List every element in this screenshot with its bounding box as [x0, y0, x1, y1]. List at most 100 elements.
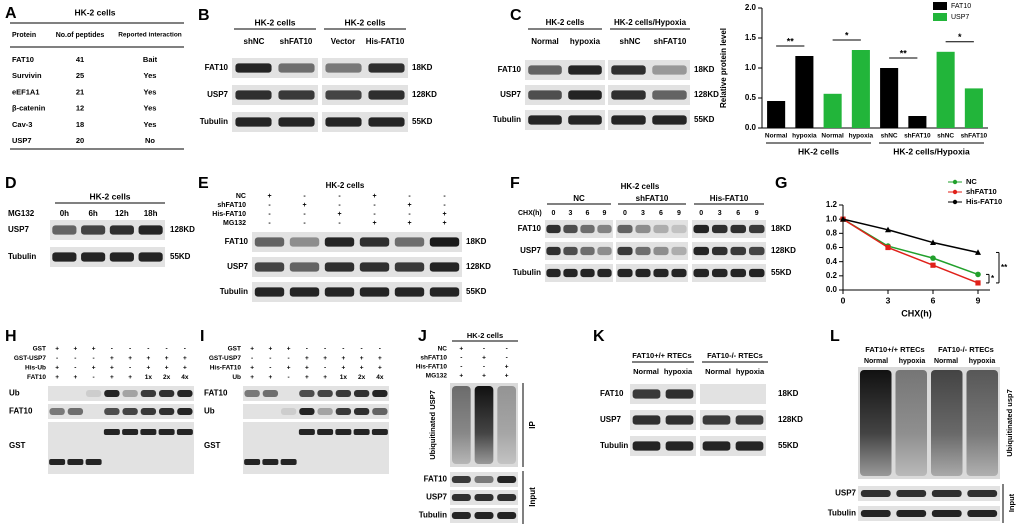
- label: FAT10: [205, 63, 229, 72]
- blot-band: [335, 429, 352, 435]
- label: 18KD: [778, 389, 799, 398]
- label: 55KD: [170, 252, 191, 261]
- line: [842, 218, 979, 284]
- label: -: [483, 364, 485, 371]
- legend-swatch: [933, 2, 947, 10]
- label: Normal: [531, 37, 559, 46]
- label: NC: [438, 346, 448, 353]
- label: +: [92, 365, 96, 372]
- label: MG132: [426, 373, 448, 380]
- label: Ub: [9, 389, 20, 398]
- panel-letter: F: [510, 175, 520, 192]
- blot-band: [451, 494, 471, 501]
- label: +: [287, 346, 291, 353]
- blot-band: [85, 390, 102, 397]
- label: His-FAT10: [966, 197, 1002, 206]
- blot-band: [235, 63, 272, 73]
- label: 12h: [115, 209, 129, 218]
- blot-band: [671, 246, 687, 256]
- label: USP7: [600, 415, 621, 424]
- blot-band: [158, 429, 175, 435]
- label: Tubulin: [200, 117, 228, 126]
- ub-smear: [966, 370, 998, 476]
- blot-band: [580, 268, 595, 278]
- blot-band: [497, 476, 517, 483]
- label: Tubulin: [419, 511, 447, 520]
- blot-band: [580, 246, 595, 256]
- blot-band: [104, 390, 120, 397]
- label: +: [378, 365, 382, 372]
- panel-letter: K: [593, 328, 605, 345]
- blot-band: [52, 225, 77, 235]
- bar: [767, 101, 786, 128]
- blot-band: [597, 224, 612, 234]
- label: 1.0: [745, 63, 757, 72]
- blot-band: [597, 246, 612, 256]
- blot-band: [158, 408, 175, 415]
- label: FAT10-/- RTECs: [938, 345, 994, 354]
- y-axis-label: Relative protein level: [719, 28, 728, 108]
- blot-band: [429, 237, 460, 247]
- ub-smear: [931, 370, 963, 476]
- blot-band: [735, 441, 764, 451]
- label: FAT10: [951, 3, 971, 10]
- label: -: [483, 346, 485, 353]
- label: +: [505, 364, 509, 371]
- label: +: [128, 355, 132, 362]
- blot-band: [748, 268, 765, 278]
- blot-band: [931, 490, 962, 497]
- label: USP7: [500, 90, 521, 99]
- bar: [936, 51, 955, 128]
- label: -: [303, 211, 306, 218]
- blot-band: [122, 408, 138, 415]
- label: His-FAT10: [212, 211, 246, 218]
- blot-band: [617, 268, 633, 278]
- label: USP7: [227, 262, 248, 271]
- label: -: [361, 346, 363, 353]
- panel-letter: G: [775, 175, 787, 192]
- label: +: [482, 373, 486, 380]
- blot-membrane: [252, 232, 462, 252]
- label: shNC: [620, 37, 641, 46]
- label: shFAT10: [904, 133, 931, 140]
- blot-band: [353, 429, 370, 435]
- label: +: [55, 365, 59, 372]
- blot-band: [429, 287, 460, 297]
- label: 12: [76, 104, 84, 113]
- blot-band: [546, 224, 561, 234]
- point: [840, 215, 846, 222]
- blot-band: [653, 268, 669, 278]
- label: Protein: [12, 32, 36, 39]
- label: Reported interaction: [118, 32, 182, 39]
- label: HK-2 cells/Hypoxia: [893, 146, 970, 156]
- blot-membrane: [525, 60, 605, 80]
- blot-band: [254, 262, 285, 272]
- label: -: [306, 346, 308, 353]
- panel-letter: H: [5, 328, 17, 345]
- blot-band: [652, 65, 687, 75]
- label: GST: [228, 346, 241, 353]
- label: 3: [641, 210, 645, 217]
- label: -: [342, 346, 344, 353]
- point: [885, 244, 891, 251]
- blot-band: [497, 512, 517, 519]
- label: HK-2 cells: [467, 331, 503, 340]
- label: NC: [573, 194, 585, 203]
- blot-band: [67, 408, 84, 415]
- label: 2x: [163, 374, 171, 381]
- label: -: [74, 365, 76, 372]
- blot-band: [85, 459, 102, 465]
- label: Normal: [864, 358, 888, 365]
- blot-band: [177, 408, 193, 415]
- label: USP7: [207, 90, 228, 99]
- label: +: [407, 202, 411, 209]
- panel-letter: B: [198, 7, 210, 24]
- label: 18KD: [771, 224, 792, 233]
- blot-membrane: [630, 436, 696, 456]
- label: shFAT10: [961, 133, 988, 140]
- blot-band: [528, 65, 562, 75]
- label: 18: [76, 120, 84, 129]
- blot-band: [474, 494, 494, 501]
- label: 20: [76, 136, 84, 145]
- blot-band: [611, 115, 646, 125]
